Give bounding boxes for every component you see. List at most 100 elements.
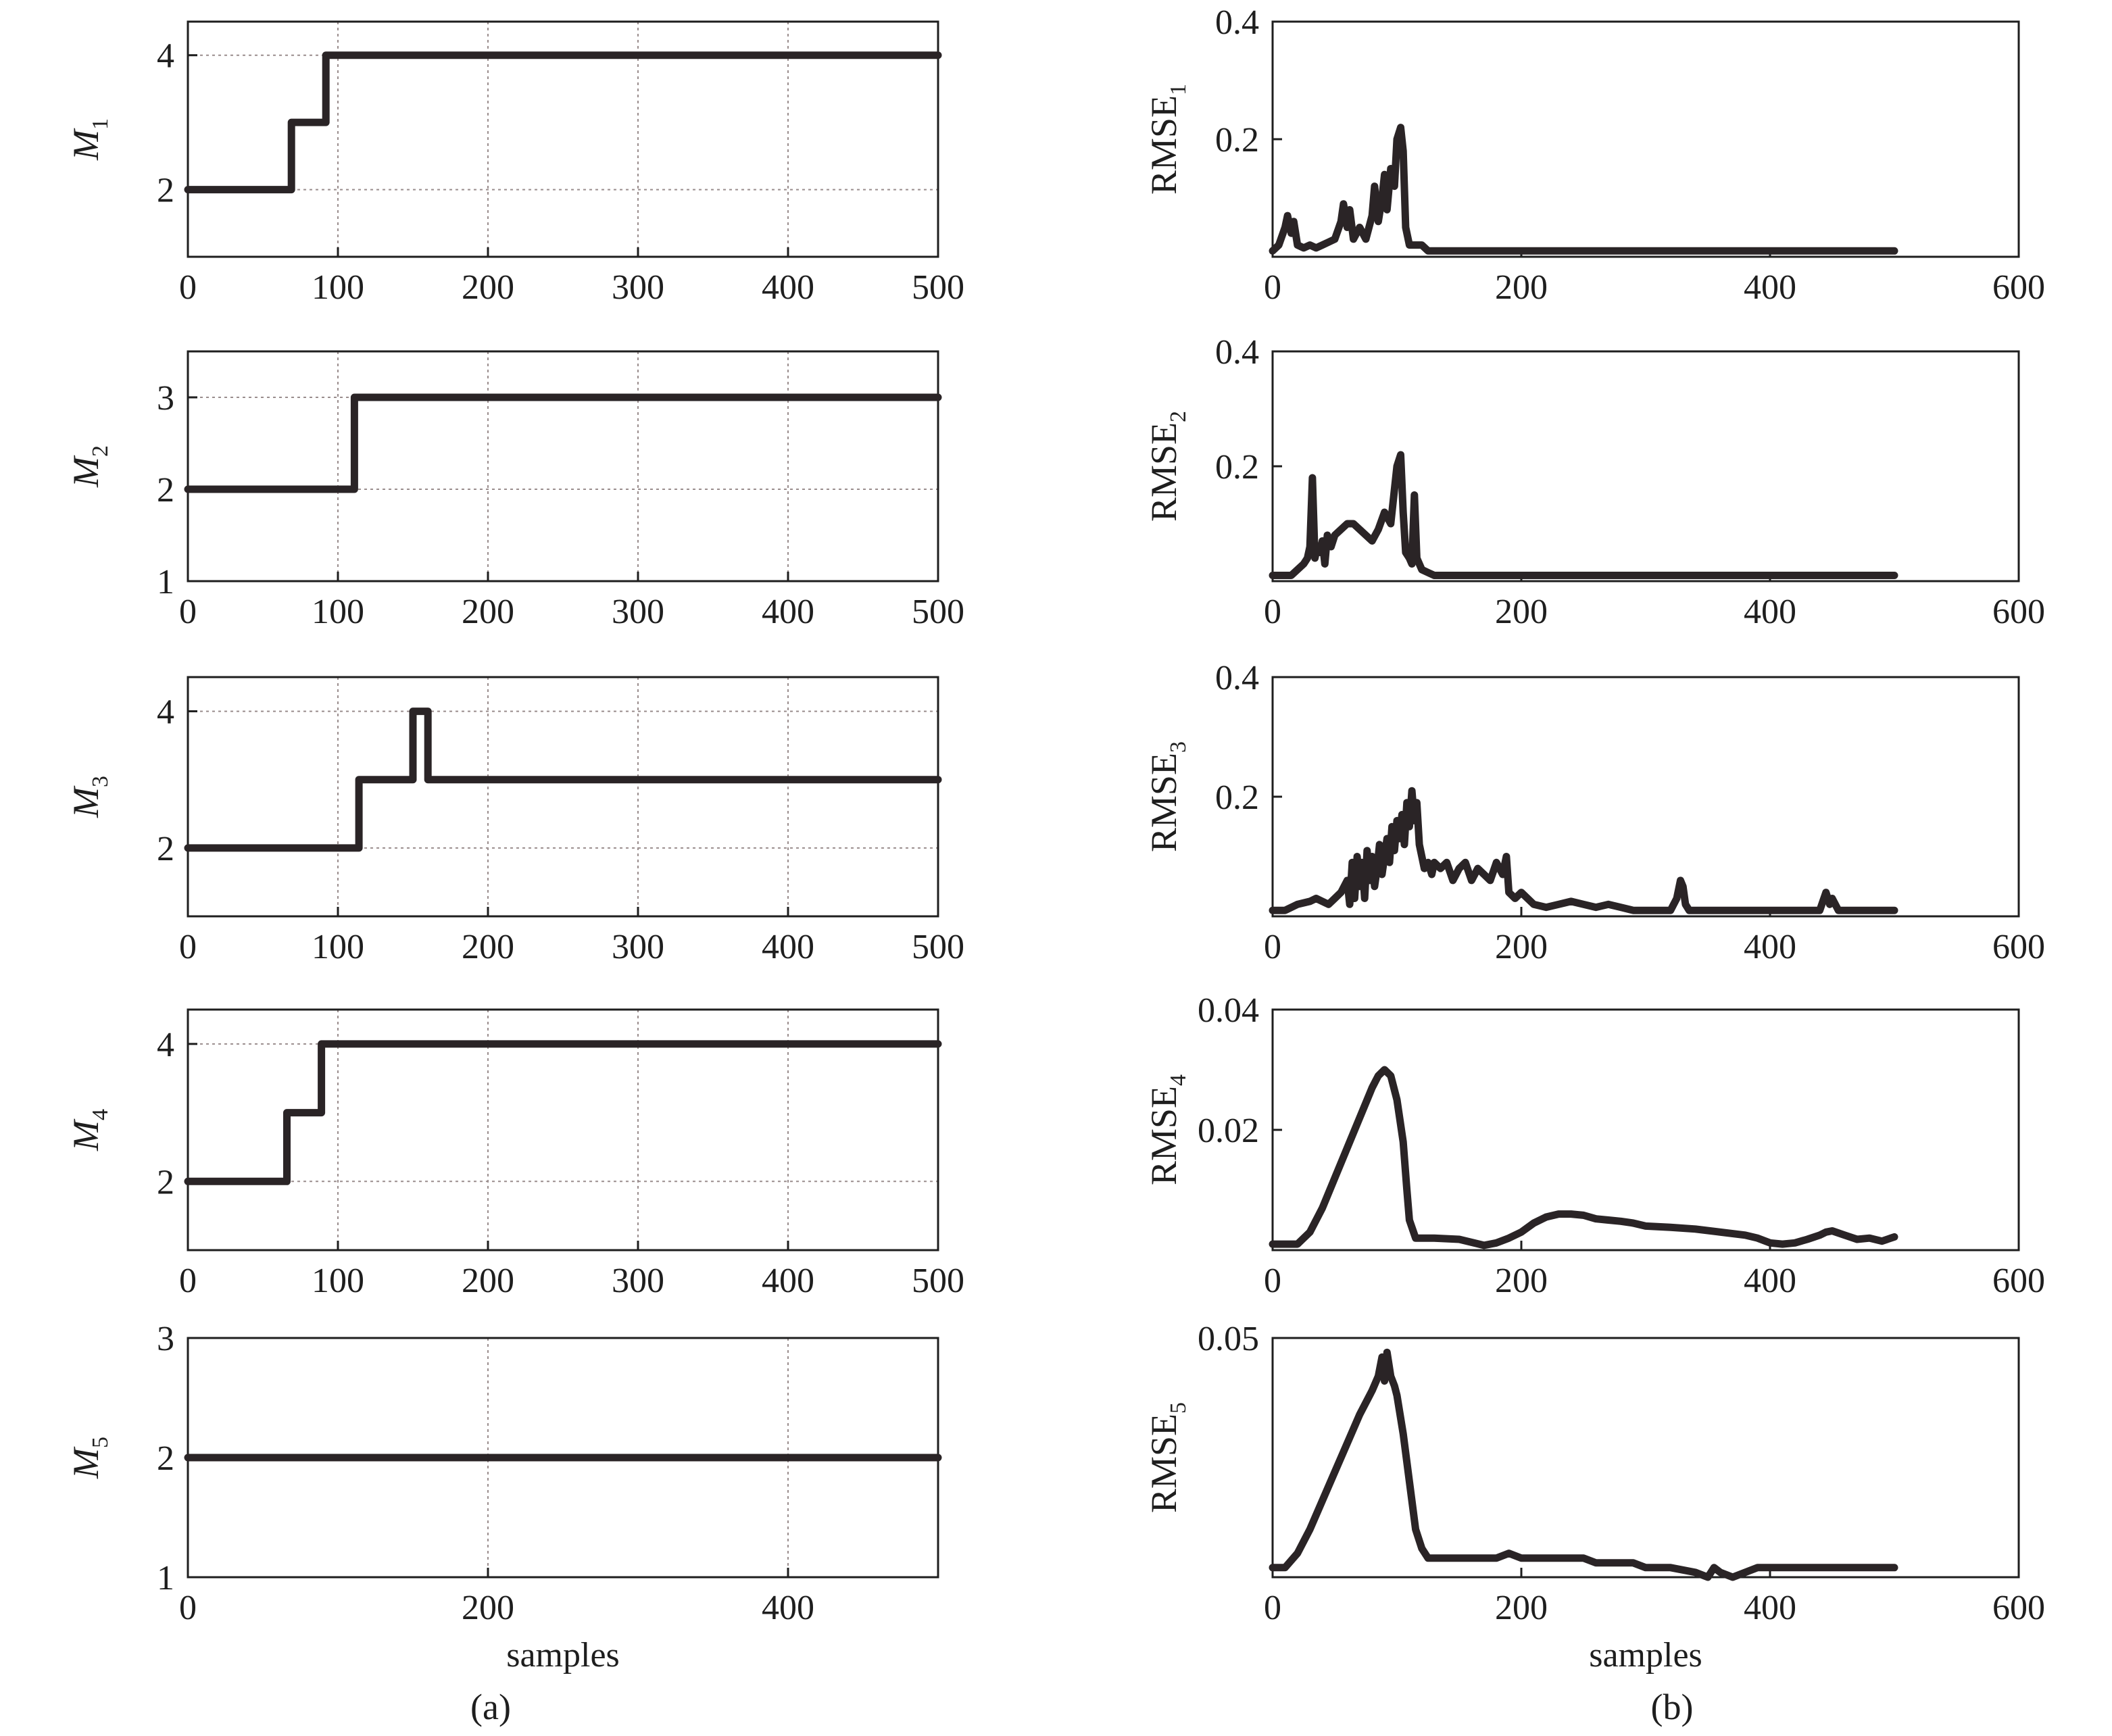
- y-axis-label: RMSE1: [1144, 84, 1191, 195]
- x-tick-label: 0: [179, 593, 197, 631]
- x-tick-label: 400: [1744, 928, 1796, 966]
- x-tick-label: 0: [1264, 268, 1281, 307]
- y-tick-label: 1: [157, 1559, 174, 1597]
- x-tick-label: 0: [1264, 593, 1281, 631]
- subplot-RMSE5: 0 200 400 600 0.05 RMSE5 samples: [1144, 1320, 2045, 1675]
- series-line-RMSE5: [1269, 1348, 1898, 1581]
- axes-frame: [187, 1008, 939, 1251]
- series-line-RMSE1: [1269, 124, 1898, 255]
- y-tick-label: 0.4: [1215, 659, 1259, 697]
- x-tick-label: 500: [912, 928, 964, 966]
- x-tick-label: 400: [1744, 1589, 1796, 1627]
- x-tick-label: 200: [1495, 1589, 1548, 1627]
- y-tick-label: 2: [157, 172, 174, 210]
- series-line-M3: [184, 708, 942, 852]
- x-tick-label: 500: [912, 593, 964, 631]
- y-axis-label: M1: [66, 118, 113, 161]
- subplot-RMSE3: 0 200 400 600 0.2 0.4 RMSE3: [1144, 659, 2045, 966]
- x-tick-label: 400: [762, 268, 814, 307]
- x-tick-label: 400: [762, 1589, 814, 1627]
- x-tick-label: 400: [1744, 1262, 1796, 1300]
- x-tick-label: 100: [312, 268, 364, 307]
- subplot-M4: 0 100 200 300 400 500 2 4 M4: [66, 1008, 964, 1300]
- x-tick-label: 100: [312, 1262, 364, 1300]
- y-axis-label: RMSE3: [1144, 741, 1191, 852]
- x-tick-label: 200: [462, 928, 514, 966]
- x-tick-label: 200: [1495, 268, 1548, 307]
- y-tick-label: 2: [157, 471, 174, 510]
- x-tick-label: 300: [612, 1262, 664, 1300]
- y-tick-label: 0.2: [1215, 121, 1259, 159]
- y-axis-label: M5: [66, 1437, 113, 1479]
- axes-frame: [1271, 1337, 2020, 1579]
- y-axis-label: M2: [66, 445, 113, 488]
- subplot-M3: 0 100 200 300 400 500 2 4 M3: [66, 676, 964, 966]
- caption-a: (a): [470, 1687, 511, 1727]
- subplot-M2: 0 100 200 300 400 500 1 2 3 M2: [66, 350, 964, 631]
- x-tick-label: 100: [312, 593, 364, 631]
- x-tick-label: 0: [179, 268, 197, 307]
- x-tick-label: 500: [912, 268, 964, 307]
- y-tick-label: 0.4: [1215, 3, 1259, 42]
- y-tick-label: 4: [157, 37, 174, 76]
- y-tick-label: 2: [157, 830, 174, 868]
- y-axis-label: RMSE5: [1144, 1402, 1191, 1513]
- x-tick-label: 100: [312, 928, 364, 966]
- x-tick-label: 200: [1495, 1262, 1548, 1300]
- y-axis-label: M3: [66, 776, 113, 818]
- series-line-RMSE2: [1269, 451, 1898, 579]
- x-tick-label: 400: [1744, 593, 1796, 631]
- x-tick-label: 0: [179, 1262, 197, 1300]
- axes-frame: [1271, 350, 2020, 582]
- y-tick-label: 0.02: [1198, 1112, 1259, 1150]
- y-axis-label: M4: [66, 1109, 113, 1151]
- series-line-RMSE4: [1269, 1066, 1898, 1249]
- x-tick-label: 400: [762, 593, 814, 631]
- y-axis-label: RMSE4: [1144, 1074, 1191, 1185]
- x-tick-label: 200: [462, 1262, 514, 1300]
- x-tick-label: 200: [462, 1589, 514, 1627]
- x-tick-label: 0: [1264, 928, 1281, 966]
- x-tick-label: 500: [912, 1262, 964, 1300]
- x-axis-label: samples: [506, 1636, 620, 1675]
- series-line-M1: [184, 51, 942, 194]
- x-tick-label: 600: [1992, 593, 2045, 631]
- y-tick-label: 2: [157, 1163, 174, 1201]
- x-tick-label: 200: [1495, 928, 1548, 966]
- axes-frame: [187, 20, 939, 258]
- x-tick-label: 0: [179, 1589, 197, 1627]
- x-tick-label: 400: [762, 928, 814, 966]
- x-tick-label: 400: [1744, 268, 1796, 307]
- subplot-M1: 0 100 200 300 400 500 2 4 M1: [66, 20, 964, 307]
- axes-frame: [187, 350, 939, 582]
- y-tick-label: 3: [157, 379, 174, 418]
- axes-frame: [1271, 1008, 2020, 1251]
- y-tick-label: 3: [157, 1320, 174, 1358]
- subplot-RMSE4: 0 200 400 600 0.02 0.04 RMSE4: [1144, 991, 2045, 1300]
- x-tick-label: 600: [1992, 268, 2045, 307]
- axes-frame: [1271, 20, 2020, 258]
- x-tick-label: 300: [612, 593, 664, 631]
- y-tick-label: 2: [157, 1439, 174, 1478]
- caption-b: (b): [1651, 1687, 1694, 1727]
- y-tick-label: 0.05: [1198, 1320, 1259, 1358]
- x-tick-label: 0: [1264, 1262, 1281, 1300]
- x-tick-label: 300: [612, 928, 664, 966]
- x-tick-label: 400: [762, 1262, 814, 1300]
- y-tick-label: 0.2: [1215, 778, 1259, 817]
- y-tick-label: 1: [157, 563, 174, 601]
- x-tick-label: 0: [1264, 1589, 1281, 1627]
- y-tick-label: 0.2: [1215, 448, 1259, 487]
- x-tick-label: 0: [179, 928, 197, 966]
- x-tick-label: 600: [1992, 1262, 2045, 1300]
- y-tick-label: 4: [157, 1026, 174, 1064]
- x-tick-label: 600: [1992, 1589, 2045, 1627]
- y-tick-label: 4: [157, 693, 174, 732]
- x-tick-label: 600: [1992, 928, 2045, 966]
- x-tick-label: 300: [612, 268, 664, 307]
- subplot-RMSE2: 0 200 400 600 0.2 0.4 RMSE2: [1144, 333, 2045, 631]
- x-tick-label: 200: [462, 593, 514, 631]
- axes-frame: [187, 676, 939, 918]
